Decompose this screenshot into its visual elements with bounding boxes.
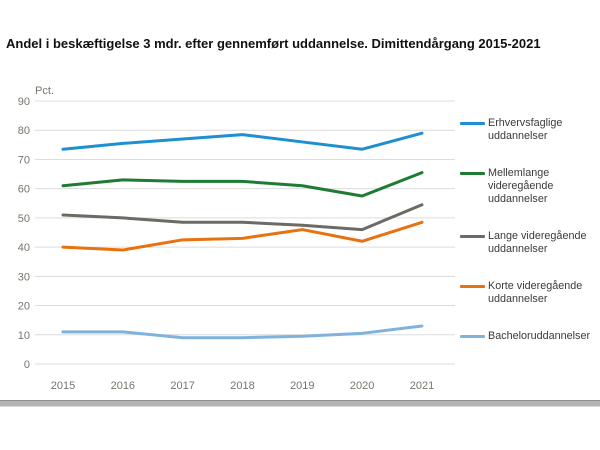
plot-area: 0 10 20 30 40 50 60 70 80 90 Pct. 2015 2016 2017 201…	[0, 80, 460, 410]
legend-swatch	[460, 335, 485, 338]
x-tick-label: 2021	[410, 380, 434, 392]
y-tick-label: 60	[18, 184, 30, 196]
series-line-mellemlange	[61, 171, 424, 198]
horizontal-scrollbar[interactable]	[0, 400, 600, 407]
x-axis-labels: 2015 2016 2017 2018 2019 2020 2021	[51, 380, 434, 392]
legend-label: Lange videregående uddannelser	[488, 230, 587, 255]
y-axis-labels: 0 10 20 30 40 50 60 70 80 90	[18, 96, 30, 371]
y-tick-label: 10	[18, 330, 30, 342]
legend-label: Korte videregående uddannelser	[488, 280, 583, 305]
legend-label: Mellemlange videregående uddannelser	[488, 167, 554, 205]
legend-label: Bacheloruddannelser	[488, 330, 591, 342]
legend-item-korte: Korte videregående uddannelser	[460, 280, 598, 306]
x-tick-label: 2016	[111, 380, 135, 392]
y-tick-label: 80	[18, 125, 30, 137]
legend-item-mellemlange: Mellemlange videregående uddannelser	[460, 167, 598, 206]
legend-item-bacheloruddannelser: Bacheloruddannelser	[460, 330, 598, 343]
legend-swatch	[460, 285, 485, 288]
series-line-erhvervsfaglige	[61, 131, 424, 151]
chart-title: Andel i beskæftigelse 3 mdr. efter genne…	[6, 36, 541, 51]
y-tick-label: 20	[18, 301, 30, 313]
legend-swatch	[460, 172, 485, 175]
legend-item-lange: Lange videregående uddannelser	[460, 230, 598, 256]
y-tick-label: 90	[18, 96, 30, 108]
legend-item-erhvervsfaglige: Erhvervsfaglige uddannelser	[460, 117, 598, 143]
x-tick-label: 2017	[170, 380, 194, 392]
chart-series	[61, 131, 424, 340]
legend-swatch	[460, 235, 485, 238]
series-line-bacheloruddannelser	[61, 324, 424, 340]
y-tick-label: 50	[18, 213, 30, 225]
x-tick-label: 2019	[290, 380, 314, 392]
y-tick-label: 40	[18, 242, 30, 254]
y-tick-label: 70	[18, 154, 30, 166]
x-tick-label: 2015	[51, 380, 75, 392]
series-line-lange	[61, 203, 424, 232]
x-tick-label: 2018	[230, 380, 254, 392]
chart-legend: Erhvervsfaglige uddannelser Mellemlange v…	[460, 117, 598, 367]
legend-label: Erhvervsfaglige uddannelser	[488, 117, 563, 142]
legend-swatch	[460, 122, 485, 125]
y-tick-label: 0	[24, 359, 30, 371]
y-axis-unit-label: Pct.	[35, 85, 54, 97]
x-tick-label: 2020	[350, 380, 374, 392]
y-tick-label: 30	[18, 271, 30, 283]
series-line-korte	[61, 220, 424, 252]
